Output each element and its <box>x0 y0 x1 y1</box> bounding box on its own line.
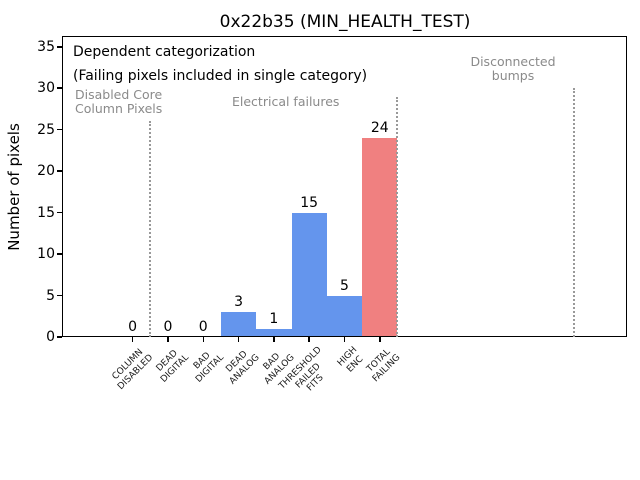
y-tick-label: 35 <box>37 38 55 55</box>
bar-value-label: 3 <box>234 294 244 311</box>
y-tick-label: 30 <box>37 80 55 97</box>
y-tick-mark <box>57 336 62 338</box>
y-tick-label: 0 <box>46 329 55 345</box>
x-tick-label: TOTAL FAILING <box>365 347 403 384</box>
bar-value-label: 15 <box>300 194 319 211</box>
y-tick-mark <box>57 46 62 48</box>
x-tick-mark <box>308 337 310 342</box>
bar-value-label: 1 <box>269 310 279 327</box>
category-separator-line <box>573 88 576 337</box>
x-tick-label: BAD DIGITAL <box>191 350 226 385</box>
y-tick-mark <box>57 211 62 214</box>
x-tick-mark <box>343 337 346 342</box>
plot-area <box>62 36 627 337</box>
y-tick-mark <box>57 87 62 89</box>
x-tick-mark <box>237 337 240 342</box>
y-tick-mark <box>57 170 62 172</box>
x-tick-mark <box>202 337 204 342</box>
chart-title: 0x22b35 (MIN_HEALTH_TEST) <box>219 12 471 32</box>
note-line-1: Dependent categorization <box>73 44 256 60</box>
section-label: Disabled Core Column Pixels <box>75 87 163 116</box>
bar-value-label: 5 <box>340 277 349 294</box>
y-tick-label: 15 <box>37 204 55 221</box>
x-tick-label: HIGH ENC <box>336 345 366 375</box>
y-tick-label: 10 <box>37 246 55 263</box>
bar <box>291 212 327 337</box>
y-tick-label: 25 <box>37 121 55 138</box>
y-tick-label: 5 <box>46 287 55 304</box>
category-separator-line <box>149 121 152 337</box>
note-line-2: (Failing pixels included in single categ… <box>73 68 368 84</box>
y-axis-label: Number of pixels <box>5 123 23 251</box>
bar <box>220 312 257 337</box>
y-tick-mark <box>57 253 62 255</box>
x-tick-mark <box>273 337 275 342</box>
bar <box>362 137 398 337</box>
bar-value-label: 24 <box>370 119 389 136</box>
bar-value-label: 0 <box>163 319 173 335</box>
section-label: Disconnected bumps <box>470 54 556 83</box>
x-tick-label: DEAD ANALOG <box>224 349 262 387</box>
x-tick-mark <box>131 337 134 342</box>
x-tick-mark <box>379 337 381 342</box>
x-tick-label: DEAD DIGITAL <box>154 348 191 385</box>
y-tick-label: 20 <box>37 163 55 180</box>
bar <box>326 295 363 337</box>
section-label: Electrical failures <box>232 94 340 109</box>
y-tick-mark <box>57 128 62 131</box>
x-tick-mark <box>167 337 169 342</box>
category-separator-line <box>396 96 399 337</box>
y-tick-mark <box>57 294 62 297</box>
bar-value-label: 0 <box>128 319 138 335</box>
bar <box>256 328 292 337</box>
bar-value-label: 0 <box>198 319 208 335</box>
x-tick-label: COLUMN DISABLED <box>110 347 156 392</box>
